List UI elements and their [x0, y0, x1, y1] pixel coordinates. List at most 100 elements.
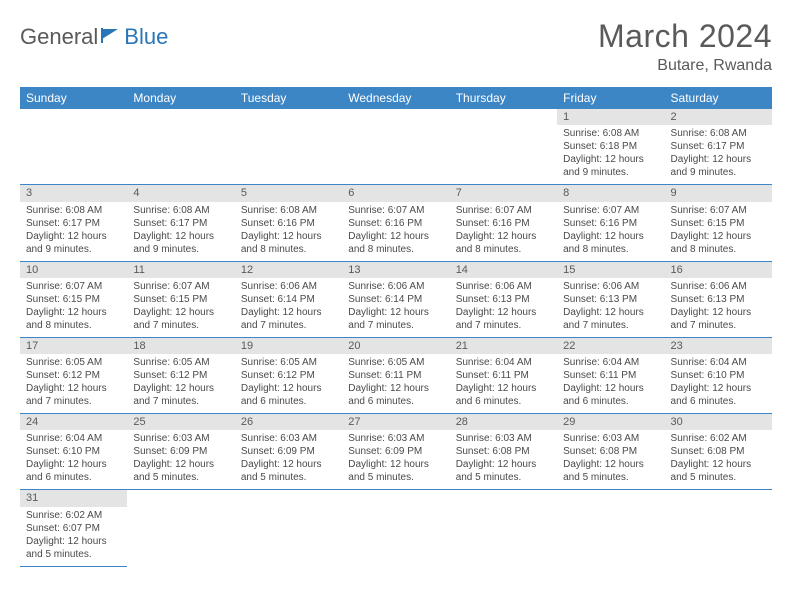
sunset-text: Sunset: 6:15 PM — [26, 293, 121, 306]
sunrise-text: Sunrise: 6:04 AM — [563, 356, 658, 369]
day-cell: 3Sunrise: 6:08 AMSunset: 6:17 PMDaylight… — [20, 185, 127, 261]
logo-text-blue: Blue — [124, 24, 168, 50]
empty-cell — [127, 490, 234, 566]
sunrise-text: Sunrise: 6:03 AM — [241, 432, 336, 445]
daylight-text: Daylight: 12 hours and 7 minutes. — [671, 306, 766, 332]
day-number: 7 — [450, 185, 557, 201]
dayhead-sunday: Sunday — [20, 87, 127, 109]
day-number: 28 — [450, 414, 557, 430]
sunrise-text: Sunrise: 6:08 AM — [133, 204, 228, 217]
day-number: 16 — [665, 262, 772, 278]
location-label: Butare, Rwanda — [598, 57, 772, 75]
daylight-text: Daylight: 12 hours and 5 minutes. — [563, 458, 658, 484]
calendar-body: 1Sunrise: 6:08 AMSunset: 6:18 PMDaylight… — [20, 109, 772, 566]
daylight-text: Daylight: 12 hours and 8 minutes. — [671, 230, 766, 256]
sunrise-text: Sunrise: 6:05 AM — [133, 356, 228, 369]
calendar-page: General Blue March 2024 Butare, Rwanda S… — [0, 0, 792, 585]
sunrise-text: Sunrise: 6:07 AM — [563, 204, 658, 217]
sunset-text: Sunset: 6:16 PM — [241, 217, 336, 230]
logo-text-general: General — [20, 24, 98, 50]
sunrise-text: Sunrise: 6:03 AM — [133, 432, 228, 445]
sunset-text: Sunset: 6:08 PM — [456, 445, 551, 458]
day-cell: 31Sunrise: 6:02 AMSunset: 6:07 PMDayligh… — [20, 490, 127, 566]
empty-cell — [342, 490, 449, 566]
dayhead-saturday: Saturday — [665, 87, 772, 109]
sunrise-text: Sunrise: 6:07 AM — [26, 280, 121, 293]
daylight-text: Daylight: 12 hours and 6 minutes. — [671, 382, 766, 408]
daylight-text: Daylight: 12 hours and 7 minutes. — [26, 382, 121, 408]
day-number: 14 — [450, 262, 557, 278]
day-cell: 4 Sunrise: 6:08 AMSunset: 6:17 PMDaylight… — [127, 185, 234, 261]
sunset-text: Sunset: 6:18 PM — [563, 140, 658, 153]
daylight-text: Daylight: 12 hours and 9 minutes. — [133, 230, 228, 256]
daylight-text: Daylight: 12 hours and 5 minutes. — [241, 458, 336, 484]
day-cell: 23 Sunrise: 6:04 AMSunset: 6:10 PMDayligh… — [665, 337, 772, 413]
day-cell: 30Sunrise: 6:02 AMSunset: 6:08 PMDayligh… — [665, 414, 772, 490]
sunset-text: Sunset: 6:12 PM — [133, 369, 228, 382]
day-number: 12 — [235, 262, 342, 278]
calendar-row: 17Sunrise: 6:05 AMSunset: 6:12 PMDayligh… — [20, 337, 772, 413]
day-cell: 24Sunrise: 6:04 AMSunset: 6:10 PMDayligh… — [20, 414, 127, 490]
sunset-text: Sunset: 6:12 PM — [241, 369, 336, 382]
day-number: 24 — [20, 414, 127, 430]
logo: General Blue — [20, 18, 168, 50]
day-cell: 21Sunrise: 6:04 AMSunset: 6:11 PMDayligh… — [450, 337, 557, 413]
sunset-text: Sunset: 6:13 PM — [563, 293, 658, 306]
sunset-text: Sunset: 6:17 PM — [133, 217, 228, 230]
day-cell: 13Sunrise: 6:06 AMSunset: 6:14 PMDayligh… — [342, 261, 449, 337]
sunrise-text: Sunrise: 6:04 AM — [456, 356, 551, 369]
title-block: March 2024 Butare, Rwanda — [598, 18, 772, 75]
sunset-text: Sunset: 6:08 PM — [563, 445, 658, 458]
calendar-table: Sunday Monday Tuesday Wednesday Thursday… — [20, 87, 772, 567]
dayhead-wednesday: Wednesday — [342, 87, 449, 109]
sunrise-text: Sunrise: 6:05 AM — [348, 356, 443, 369]
sunrise-text: Sunrise: 6:02 AM — [26, 509, 121, 522]
dayhead-tuesday: Tuesday — [235, 87, 342, 109]
sunrise-text: Sunrise: 6:06 AM — [563, 280, 658, 293]
sunset-text: Sunset: 6:09 PM — [241, 445, 336, 458]
sunrise-text: Sunrise: 6:03 AM — [348, 432, 443, 445]
calendar-row: 31Sunrise: 6:02 AMSunset: 6:07 PMDayligh… — [20, 490, 772, 566]
day-cell: 22Sunrise: 6:04 AMSunset: 6:11 PMDayligh… — [557, 337, 664, 413]
day-cell: 8Sunrise: 6:07 AMSunset: 6:16 PMDaylight… — [557, 185, 664, 261]
day-cell: 20Sunrise: 6:05 AMSunset: 6:11 PMDayligh… — [342, 337, 449, 413]
day-number: 18 — [127, 338, 234, 354]
daylight-text: Daylight: 12 hours and 8 minutes. — [241, 230, 336, 256]
day-number: 23 — [665, 338, 772, 354]
day-number: 11 — [127, 262, 234, 278]
empty-cell — [557, 490, 664, 566]
daylight-text: Daylight: 12 hours and 7 minutes. — [348, 306, 443, 332]
daylight-text: Daylight: 12 hours and 8 minutes. — [563, 230, 658, 256]
sunrise-text: Sunrise: 6:06 AM — [671, 280, 766, 293]
sunrise-text: Sunrise: 6:06 AM — [456, 280, 551, 293]
day-cell: 1Sunrise: 6:08 AMSunset: 6:18 PMDaylight… — [557, 109, 664, 185]
daylight-text: Daylight: 12 hours and 7 minutes. — [241, 306, 336, 332]
day-number: 13 — [342, 262, 449, 278]
daylight-text: Daylight: 12 hours and 6 minutes. — [348, 382, 443, 408]
day-cell: 29Sunrise: 6:03 AMSunset: 6:08 PMDayligh… — [557, 414, 664, 490]
day-cell: 28Sunrise: 6:03 AMSunset: 6:08 PMDayligh… — [450, 414, 557, 490]
month-title: March 2024 — [598, 18, 772, 55]
day-cell: 12Sunrise: 6:06 AMSunset: 6:14 PMDayligh… — [235, 261, 342, 337]
sunset-text: Sunset: 6:17 PM — [26, 217, 121, 230]
day-cell: 16Sunrise: 6:06 AMSunset: 6:13 PMDayligh… — [665, 261, 772, 337]
day-number: 10 — [20, 262, 127, 278]
day-number: 4 — [127, 185, 234, 201]
day-number: 20 — [342, 338, 449, 354]
sunset-text: Sunset: 6:16 PM — [563, 217, 658, 230]
sunrise-text: Sunrise: 6:08 AM — [26, 204, 121, 217]
day-number: 19 — [235, 338, 342, 354]
daylight-text: Daylight: 12 hours and 7 minutes. — [133, 306, 228, 332]
daylight-text: Daylight: 12 hours and 6 minutes. — [26, 458, 121, 484]
daylight-text: Daylight: 12 hours and 5 minutes. — [26, 535, 121, 561]
daylight-text: Daylight: 12 hours and 6 minutes. — [563, 382, 658, 408]
daylight-text: Daylight: 12 hours and 8 minutes. — [26, 306, 121, 332]
sunset-text: Sunset: 6:10 PM — [671, 369, 766, 382]
day-cell: 14Sunrise: 6:06 AMSunset: 6:13 PMDayligh… — [450, 261, 557, 337]
day-cell: 18Sunrise: 6:05 AMSunset: 6:12 PMDayligh… — [127, 337, 234, 413]
daylight-text: Daylight: 12 hours and 5 minutes. — [671, 458, 766, 484]
sunrise-text: Sunrise: 6:07 AM — [348, 204, 443, 217]
sunset-text: Sunset: 6:10 PM — [26, 445, 121, 458]
sunrise-text: Sunrise: 6:04 AM — [671, 356, 766, 369]
sunset-text: Sunset: 6:14 PM — [348, 293, 443, 306]
